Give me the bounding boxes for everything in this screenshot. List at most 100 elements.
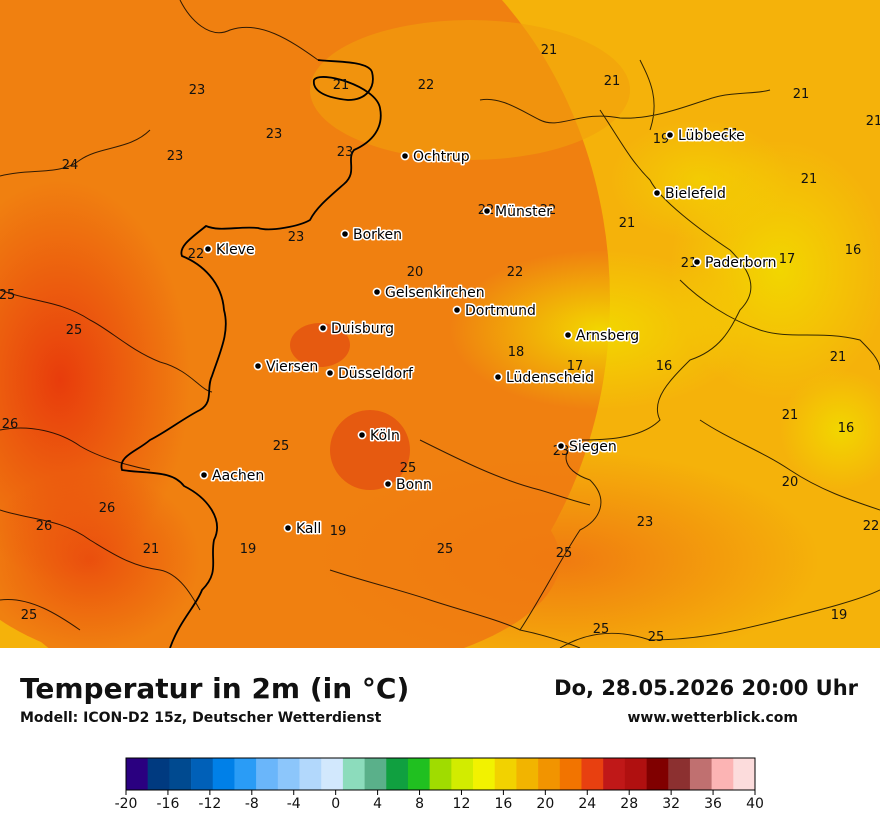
colorbar-cell [321,758,344,790]
city-dot-icon [253,361,263,371]
temperature-value: 16 [838,421,855,436]
city-marker[interactable]: Paderborn [692,254,778,273]
colorbar-cell [169,758,192,790]
colorbar-cell [624,758,647,790]
temperature-value: 19 [330,524,347,539]
city-label: Ochtrup [413,149,470,165]
temperature-value: 22 [507,265,524,280]
city-dot-icon [556,441,566,451]
city-marker[interactable]: Bielefeld [652,185,727,204]
temperature-value: 18 [508,345,525,360]
temperature-value: 23 [189,83,206,98]
city-marker[interactable]: Duisburg [318,320,396,339]
colorbar-cell [234,758,257,790]
city-dot-icon [283,523,293,533]
colorbar-cell [191,758,214,790]
colorbar-tick-label: -8 [245,796,259,812]
city-label: Arnsberg [576,328,639,344]
city-dot-icon [318,323,328,333]
state-border [0,0,880,648]
temperature-value: 23 [337,145,354,160]
colorbar-cell [603,758,626,790]
temperature-value: 21 [723,127,740,142]
national-border [120,59,382,648]
city-dot-icon [325,368,335,378]
colorbar-cell [147,758,170,790]
city-marker[interactable]: Lüdenscheid [493,369,596,388]
temperature-field [0,0,880,648]
city-marker[interactable]: Gelsenkirchen [372,284,486,303]
temperature-value: 25 [273,439,290,454]
city-marker[interactable]: Arnsberg [563,327,641,346]
city-marker[interactable]: Kleve [203,241,256,260]
city-label: Münster [495,204,552,220]
website-link[interactable]: www.wetterblick.com [627,710,799,726]
colorbar-cell [473,758,496,790]
city-dot-icon [452,305,462,315]
city-dot-icon [383,479,393,489]
colorbar-cell [256,758,279,790]
colorbar-cell [212,758,235,790]
temperature-value: 19 [240,542,257,557]
city-marker[interactable]: Bonn [383,476,433,495]
city-dot-icon [482,206,492,216]
temperature-value: 21 [681,256,698,271]
temperature-value: 21 [619,216,636,231]
city-dot-icon [493,372,503,382]
temperature-value: 25 [437,542,454,557]
model-source: Modell: ICON-D2 15z, Deutscher Wetterdie… [20,710,382,726]
colorbar-tick-label: 16 [494,796,512,812]
colorbar-cell [538,758,561,790]
city-marker[interactable]: Aachen [199,467,266,486]
temperature-map[interactable]: 21 21 22 21 21 23 21 23 21 19 23 23 24 21 22 22 21 23 16 22… [0,0,880,648]
colorbar-cell [126,758,148,790]
city-marker[interactable]: Ochtrup [400,148,471,167]
city-marker[interactable]: Borken [340,226,404,245]
city-label: Kleve [216,242,255,258]
temperature-value: 23 [553,444,570,459]
city-marker[interactable]: Köln [357,427,401,446]
forecast-datetime: Do, 28.05.2026 20:00 Uhr [554,676,858,700]
colorbar-tick-label: 36 [704,796,722,812]
temperature-value: 17 [567,359,584,374]
city-marker[interactable]: Lübbecke [665,127,746,146]
temperature-value: 23 [288,230,305,245]
temperature-value: 19 [831,608,848,623]
city-dot-icon [665,130,675,140]
temperature-value: 25 [556,546,573,561]
city-markers: Ochtrup Lübbecke Bielefeld Münster Borken Kle… [199,127,778,539]
temperature-value: 25 [593,622,610,637]
colorbar-cell [386,758,409,790]
map-title: Temperatur in 2m (in °C) [20,672,410,705]
city-marker[interactable]: Kall [283,520,323,539]
temperature-value: 16 [656,359,673,374]
temperature-value: 21 [793,87,810,102]
temperature-value: 21 [143,542,160,557]
temperature-value: 21 [333,78,350,93]
colorbar-tick-label: 32 [662,796,680,812]
temperature-value: 23 [266,127,283,142]
city-dot-icon [652,188,662,198]
colorbar-cell [581,758,604,790]
temperature-value: 26 [99,501,116,516]
city-marker[interactable]: Dortmund [452,302,537,321]
city-dot-icon [372,287,382,297]
temperature-value: 21 [801,172,818,187]
colorbar-tick-label: 20 [536,796,554,812]
temperature-value: 21 [830,350,847,365]
city-marker[interactable]: Siegen [556,438,618,457]
temperature-value: 25 [66,323,83,338]
colorbar-cell [342,758,365,790]
colorbar-tick-label: -20 [115,796,138,812]
temperature-value: 22 [418,78,435,93]
city-label: Düsseldorf [338,366,414,382]
temperature-value: 20 [782,475,799,490]
temperature-value: 21 [604,74,621,89]
colorbar-tick-label: 0 [331,796,340,812]
city-marker[interactable]: Münster [482,203,554,222]
city-marker[interactable]: Düsseldorf [325,365,415,384]
temperature-value: 26 [36,519,53,534]
city-dot-icon [563,330,573,340]
city-marker[interactable]: Viersen [253,358,320,377]
temperature-value: 25 [21,608,38,623]
